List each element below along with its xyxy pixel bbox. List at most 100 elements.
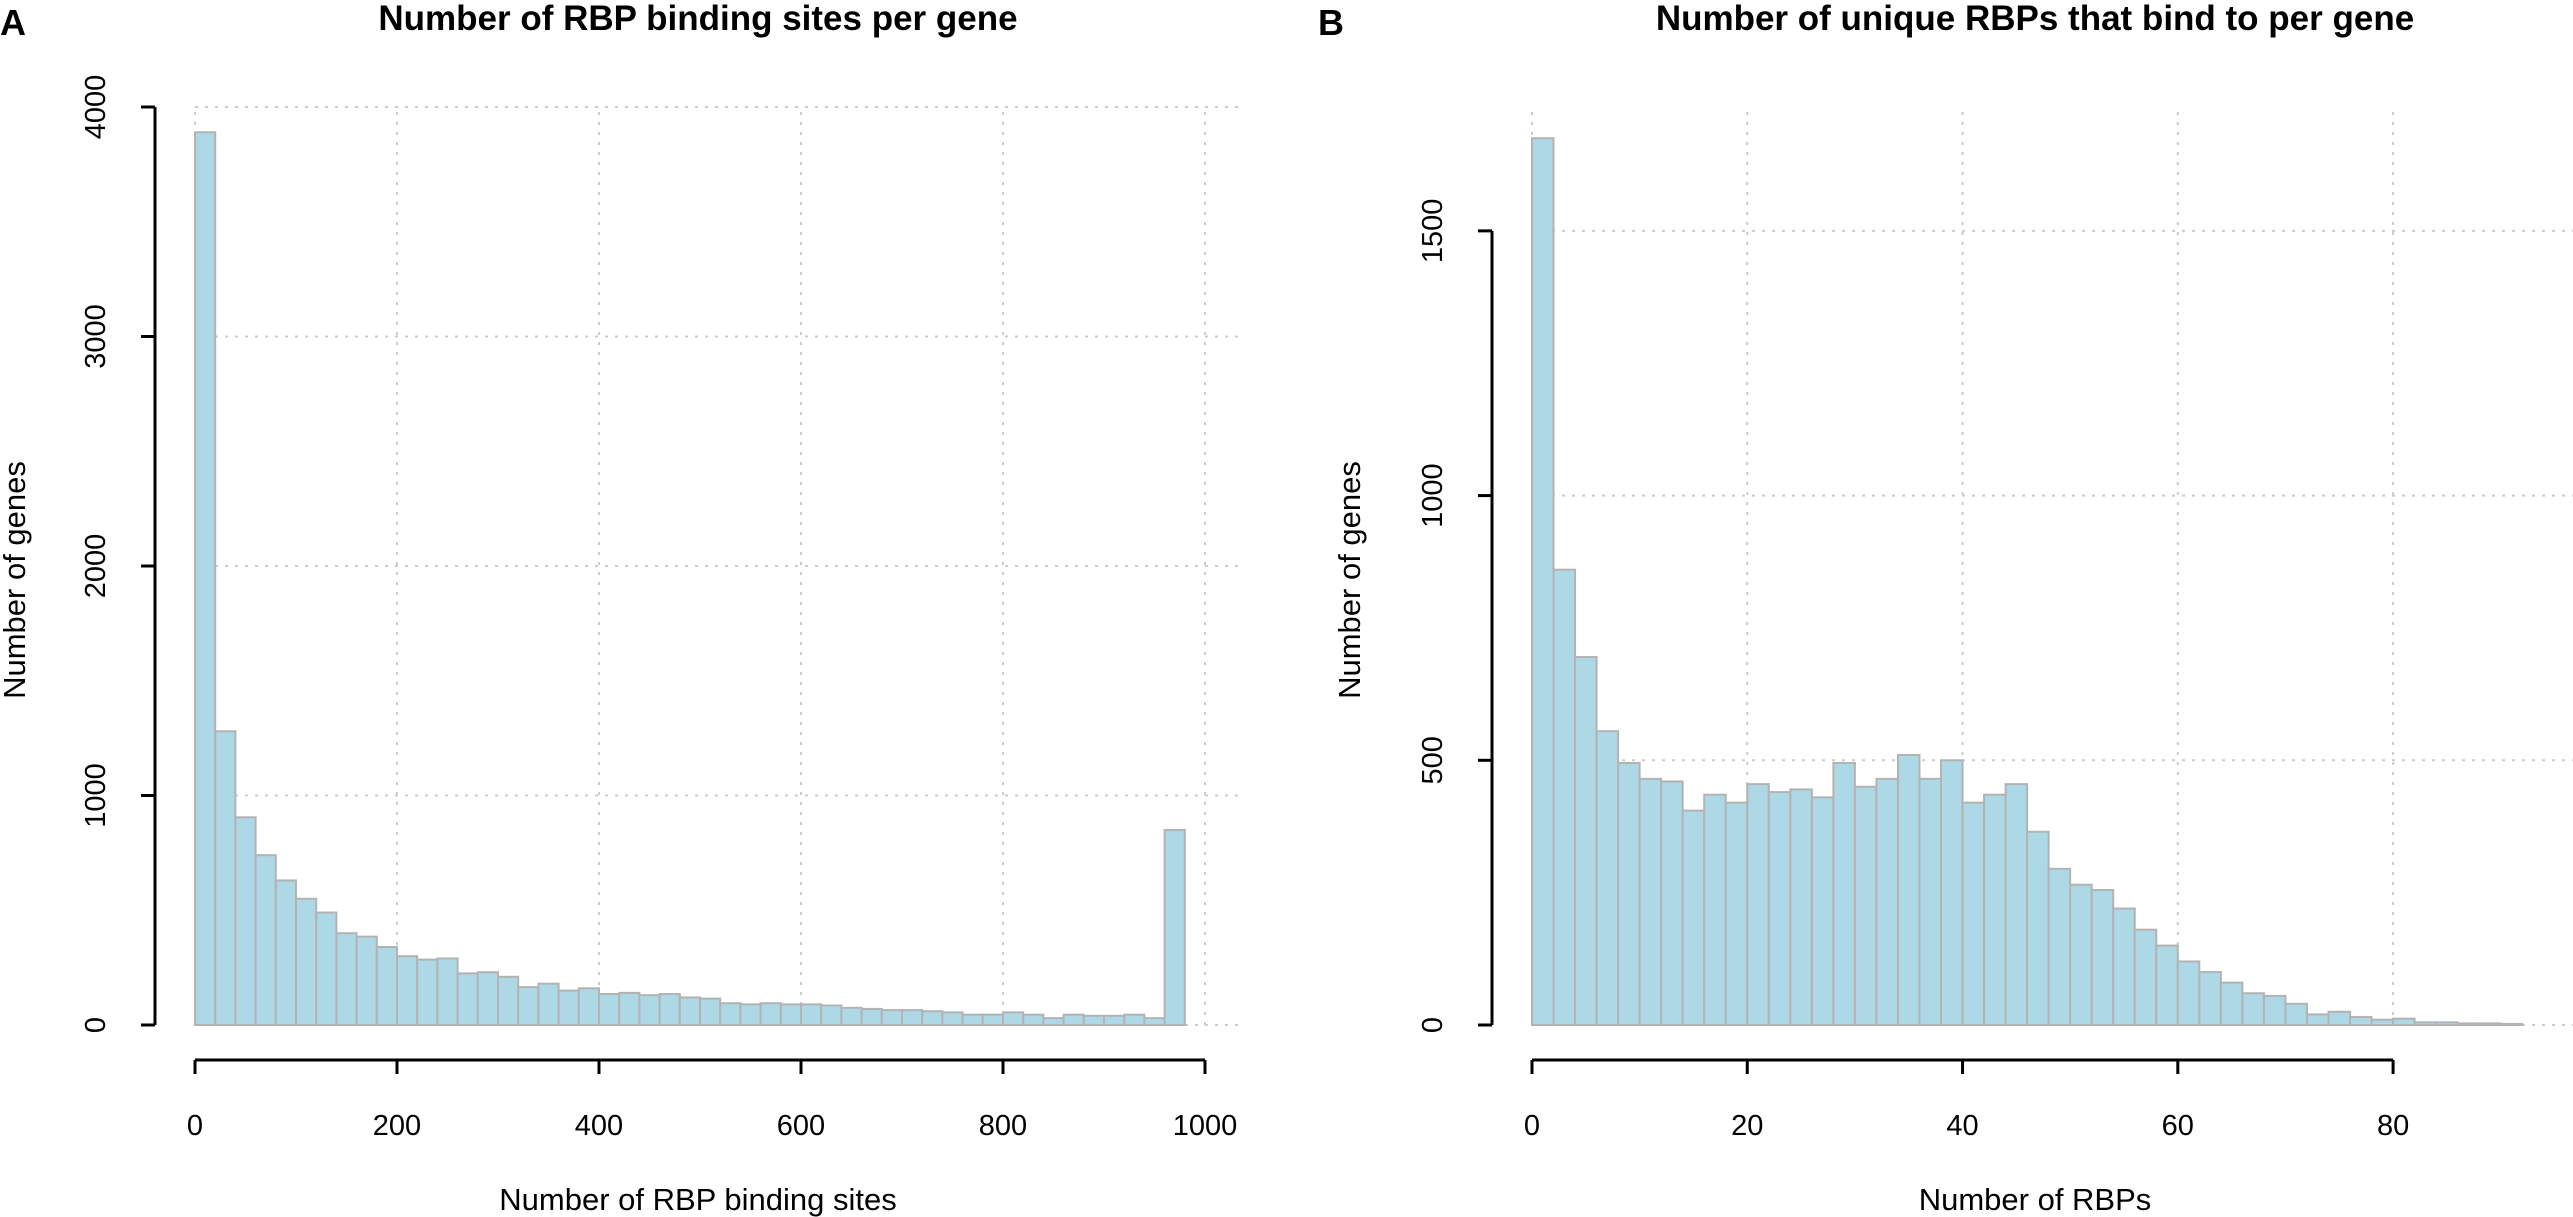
panel-b-bar (2307, 1014, 2329, 1025)
panel-b-bar (2458, 1023, 2480, 1025)
panel-a-bar (336, 933, 356, 1025)
panel-a-bar (882, 1010, 902, 1025)
panel-b-bar (2264, 996, 2286, 1025)
panel-a-bar (942, 1012, 962, 1025)
panel-b-bar (1597, 731, 1619, 1025)
panel-b-bar (2393, 1019, 2415, 1025)
panel-b-bar (2113, 909, 2135, 1025)
panel-a-bar (377, 947, 397, 1025)
panel-a-bar (922, 1011, 942, 1025)
panel-a-bar (619, 993, 639, 1025)
panel-a-bar (498, 977, 518, 1025)
panel-a-bar (417, 960, 437, 1025)
panel-b-bar (1984, 795, 2006, 1025)
panel-a-bar (761, 1003, 781, 1025)
panel-a-x-tick-label: 400 (575, 1110, 623, 1142)
panel-b-y-tick-label: 1000 (1417, 463, 1449, 528)
panel-a-bar (660, 994, 680, 1025)
panel-b-bar (2221, 983, 2243, 1025)
panel-b-x-axis-label: Number of RBPs (1919, 1182, 2152, 1217)
panel-b-bar (2436, 1022, 2458, 1025)
panel-b-bar (1661, 781, 1683, 1025)
panel-a-bar (781, 1004, 801, 1025)
panel-b-x-tick-label: 80 (2377, 1110, 2409, 1142)
panel-b-bar (1683, 811, 1705, 1025)
panel-a-bar (215, 731, 235, 1025)
panel-b-bar (1919, 779, 1941, 1025)
panel-b-bar (2178, 961, 2200, 1025)
panel-a-y-tick-label: 4000 (80, 75, 112, 140)
panel-a-bar (235, 817, 255, 1025)
panel-b-bar (1747, 784, 1769, 1025)
panel-a-bar (680, 997, 700, 1025)
panel-b-bar (1833, 763, 1855, 1025)
panel-a-bar (1144, 1018, 1164, 1025)
panel-a-bar (1124, 1015, 1144, 1025)
panel-b-bar (2135, 930, 2157, 1025)
panel-b-bar (2070, 885, 2092, 1025)
panel-a-bar (801, 1004, 821, 1025)
panel-b-bar (2328, 1012, 2350, 1025)
panel-a-bar (1104, 1016, 1124, 1025)
panel-a-y-tick-label: 1000 (80, 763, 112, 828)
panel-a-bar (256, 855, 276, 1025)
panel-b-plot: 0 500 1000 1500 0 20 40 60 80 (1417, 107, 2573, 1142)
panel-a-bar (276, 880, 296, 1025)
panel-b-y-tick-label: 1500 (1417, 199, 1449, 264)
panel-b-bar (1876, 779, 1898, 1025)
panel-b-bar (1963, 803, 1985, 1025)
panel-b-bar (1855, 787, 1877, 1025)
panel-a-x-tick-label: 200 (373, 1110, 421, 1142)
panel-a-bar (357, 937, 377, 1025)
panel-b-bar (1640, 779, 1662, 1025)
panel-b-bar (1726, 803, 1748, 1025)
panel-b-y-tick-label: 0 (1417, 1017, 1449, 1033)
panel-a-bar (841, 1008, 861, 1025)
panel-b-bar (1812, 797, 1834, 1025)
panel-a-bar (195, 132, 215, 1025)
figure: A Number of RBP binding sites per gene N… (0, 0, 2573, 1217)
panel-a-bar (1165, 830, 1185, 1025)
panel-b-bar (1790, 789, 1812, 1025)
panel-b-x-tick-label: 40 (1946, 1110, 1978, 1142)
panel-b-bar (2242, 993, 2264, 1025)
panel-b-bar (2156, 946, 2178, 1025)
panel-b-bar (1769, 792, 1791, 1025)
panel-a-bar (720, 1003, 740, 1025)
panel-a-bar (437, 958, 457, 1025)
panel-a-y-tick-label: 3000 (80, 304, 112, 369)
panel-a-bar (458, 973, 478, 1025)
panel-a-bar (579, 988, 599, 1025)
panel-b-x-tick-label: 20 (1731, 1110, 1763, 1142)
panel-b-bar (2092, 890, 2114, 1025)
panel-b-letter: B (1318, 2, 1344, 43)
panel-b-bar (1941, 760, 1963, 1025)
panel-a-plot: 0 1000 2000 3000 4000 0 200 400 600 800 1000 (80, 75, 1245, 1142)
panel-a-x-tick-label: 0 (187, 1110, 203, 1142)
panel-a-bar (1064, 1015, 1084, 1025)
panel-b-bar (2479, 1023, 2501, 1025)
panel-a-bar (538, 984, 558, 1025)
panel-a-bar (963, 1015, 983, 1025)
panel-b-bar (2006, 784, 2028, 1025)
panel-a-bar (559, 991, 579, 1025)
panel-a-bar (478, 972, 498, 1025)
panel-a-bar (1003, 1012, 1023, 1025)
panel-b-x-tick-label: 0 (1524, 1110, 1540, 1142)
panel-b-title: Number of unique RBPs that bind to per g… (1656, 0, 2414, 38)
panel-a-title: Number of RBP binding sites per gene (378, 0, 1017, 38)
panel-a-y-tick-label: 2000 (80, 534, 112, 599)
panel-a-bar (518, 987, 538, 1025)
panel-a-bar (639, 995, 659, 1025)
panel-b-bar (2501, 1024, 2523, 1025)
panel-b-bar (1704, 795, 1726, 1025)
panel-a-bar (821, 1005, 841, 1025)
panel-b-x-tick-label: 60 (2162, 1110, 2194, 1142)
panel-b-y-axis-label: Number of genes (1332, 461, 1367, 699)
panel-a-x-axis-label: Number of RBP binding sites (499, 1182, 896, 1217)
panel-b-bar (2372, 1020, 2394, 1025)
chart-svg: A Number of RBP binding sites per gene N… (0, 0, 2573, 1217)
panel-b-bar (1532, 138, 1554, 1025)
panel-b-y-tick-label: 500 (1417, 736, 1449, 784)
panel-b-bar (1575, 657, 1597, 1025)
